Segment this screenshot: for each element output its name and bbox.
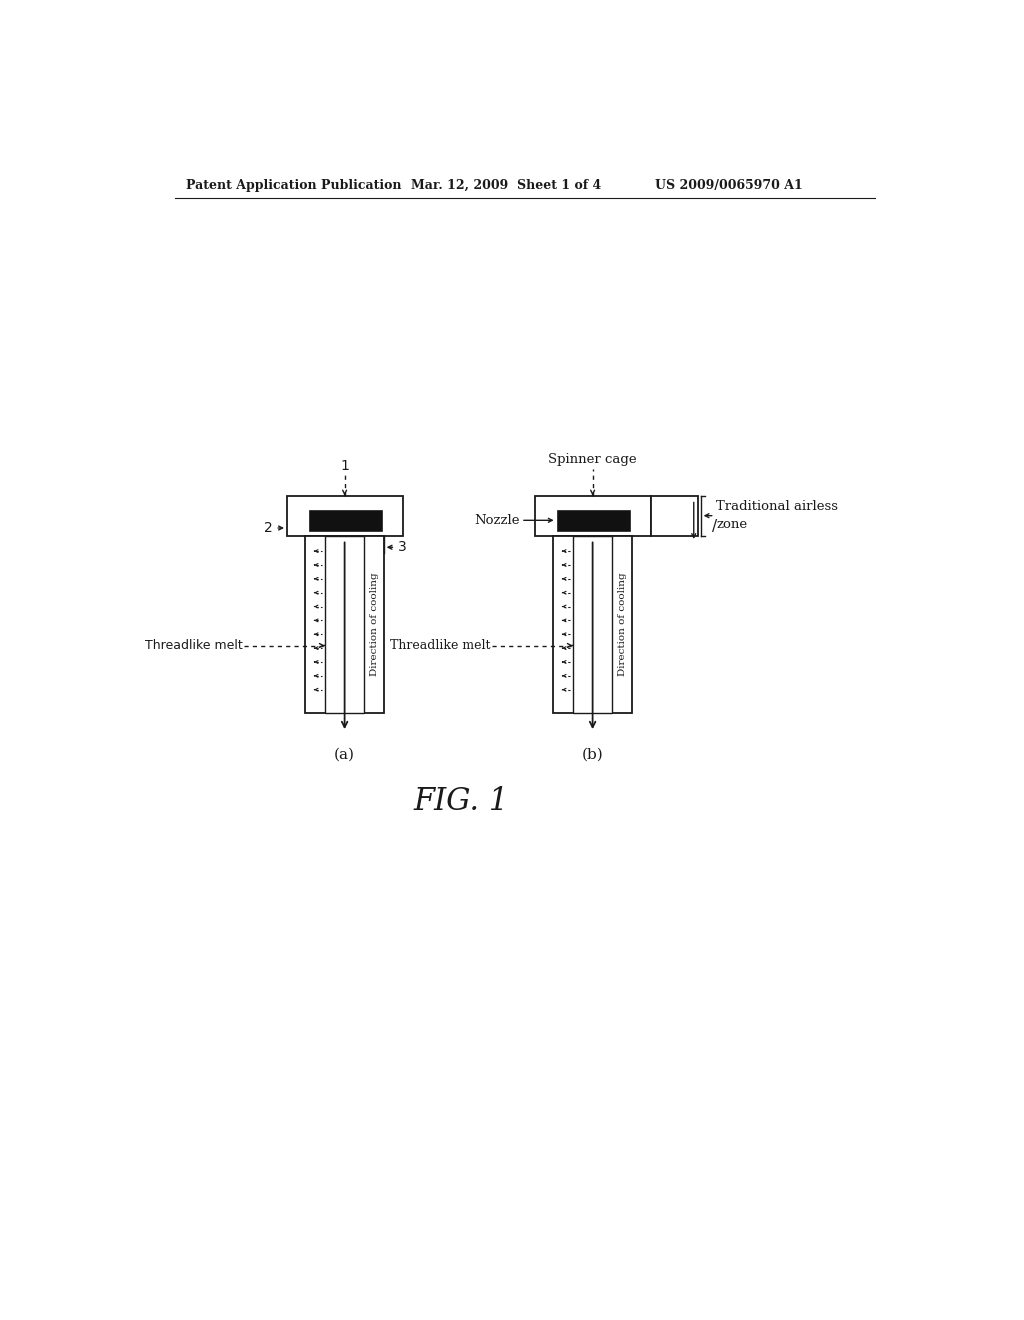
Text: Spinner cage: Spinner cage	[548, 453, 637, 466]
Text: US 2009/0065970 A1: US 2009/0065970 A1	[655, 178, 803, 191]
Bar	[305, 536, 384, 713]
Text: Direction of cooling: Direction of cooling	[370, 573, 379, 676]
Bar	[287, 496, 403, 536]
Text: Nozzle: Nozzle	[474, 513, 519, 527]
Text: zone: zone	[716, 519, 748, 532]
Text: (a): (a)	[334, 748, 355, 762]
Bar	[535, 496, 651, 536]
Text: 1: 1	[340, 458, 349, 473]
Text: Direction of cooling: Direction of cooling	[617, 573, 627, 676]
Bar	[553, 536, 632, 713]
Text: 3: 3	[397, 540, 407, 554]
Bar	[325, 536, 365, 713]
Text: (b): (b)	[582, 748, 603, 762]
Bar	[557, 510, 630, 531]
Text: /: /	[712, 519, 717, 535]
Text: Threadlike melt: Threadlike melt	[145, 639, 243, 652]
Text: Traditional airless: Traditional airless	[716, 500, 839, 513]
Bar	[572, 536, 612, 713]
Bar	[308, 510, 382, 531]
Bar	[651, 496, 697, 536]
Text: Patent Application Publication: Patent Application Publication	[186, 178, 401, 191]
Text: FIG. 1: FIG. 1	[414, 785, 509, 817]
Text: Threadlike melt: Threadlike melt	[390, 639, 490, 652]
Text: 2: 2	[264, 521, 273, 535]
Text: Mar. 12, 2009  Sheet 1 of 4: Mar. 12, 2009 Sheet 1 of 4	[411, 178, 601, 191]
